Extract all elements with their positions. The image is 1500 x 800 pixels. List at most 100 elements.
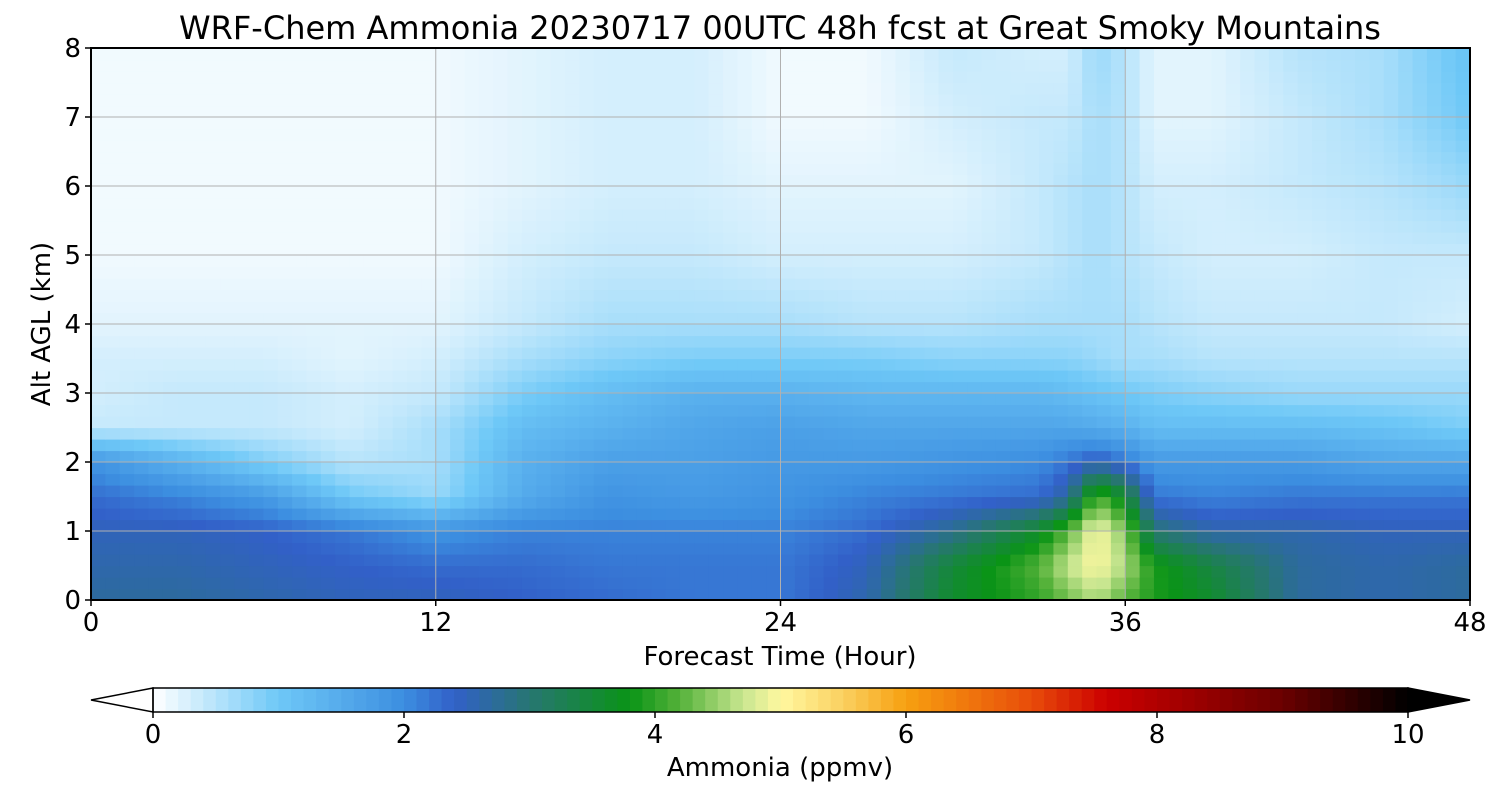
heatmap-cell [1240, 370, 1256, 383]
heatmap-cell [952, 577, 968, 590]
heatmap-cell [1412, 439, 1428, 452]
heatmap-cell [751, 439, 767, 452]
heatmap-cell [464, 255, 480, 268]
heatmap-cell [507, 197, 523, 210]
heatmap-cell [191, 71, 207, 84]
heatmap-cell [148, 312, 164, 325]
heatmap-cell [392, 519, 408, 532]
heatmap-cell [1383, 393, 1399, 406]
heatmap-cell [1082, 186, 1098, 199]
heatmap-cell [1168, 439, 1184, 452]
heatmap-cell [1010, 335, 1026, 348]
heatmap-cell [1240, 174, 1256, 187]
heatmap-cell [895, 404, 911, 417]
heatmap-cell [205, 128, 221, 141]
heatmap-cell [550, 324, 566, 337]
heatmap-cell [1225, 174, 1241, 187]
heatmap-cell [162, 71, 178, 84]
heatmap-cell [1297, 588, 1313, 601]
heatmap-cell [1326, 370, 1342, 383]
heatmap-cell [766, 59, 782, 72]
heatmap-cell [1168, 163, 1184, 176]
heatmap-cell [407, 71, 422, 84]
heatmap-cell [579, 565, 595, 578]
heatmap-cell [766, 577, 782, 590]
heatmap-cell [349, 255, 365, 268]
heatmap-cell [249, 163, 264, 176]
heatmap-cell [967, 416, 983, 429]
heatmap-cell [407, 220, 422, 233]
heatmap-cell [1096, 301, 1112, 314]
heatmap-cell [507, 427, 523, 440]
heatmap-cell [148, 324, 164, 337]
colorbar-segment [868, 688, 882, 712]
heatmap-cell [1110, 117, 1126, 130]
heatmap-cell [306, 450, 322, 463]
heatmap-cell [1082, 508, 1098, 521]
heatmap-cell [924, 439, 940, 452]
heatmap-cell [478, 197, 494, 210]
heatmap-cell [766, 565, 782, 578]
heatmap-cell [1383, 496, 1399, 509]
heatmap-cell [694, 48, 710, 61]
heatmap-cell [679, 531, 695, 544]
heatmap-cell [205, 94, 221, 107]
heatmap-cell [708, 94, 724, 107]
heatmap-cell [550, 255, 566, 268]
heatmap-cell [263, 485, 279, 498]
heatmap-cell [579, 82, 595, 95]
heatmap-cell [1326, 48, 1342, 61]
heatmap-cell [91, 128, 106, 141]
heatmap-cell [723, 255, 738, 268]
heatmap-cell [1326, 232, 1342, 245]
heatmap-cell [407, 289, 422, 302]
heatmap-cell [1211, 163, 1227, 176]
heatmap-cell [450, 450, 466, 463]
heatmap-cell [766, 439, 782, 452]
heatmap-cell [967, 94, 983, 107]
heatmap-cell [1139, 335, 1155, 348]
heatmap-cell [1225, 381, 1241, 394]
heatmap-cell [478, 473, 494, 486]
heatmap-cell [823, 324, 839, 337]
heatmap-cell [292, 105, 308, 118]
heatmap-cell [823, 427, 839, 440]
heatmap-cell [1369, 393, 1385, 406]
heatmap-cell [249, 289, 264, 302]
heatmap-cell [1211, 312, 1227, 325]
heatmap-cell [780, 565, 796, 578]
heatmap-cell [938, 197, 954, 210]
heatmap-cell [1197, 197, 1213, 210]
heatmap-cell [1110, 450, 1126, 463]
heatmap-cell [349, 496, 365, 509]
heatmap-cell [1283, 186, 1299, 199]
heatmap-cell [679, 174, 695, 187]
heatmap-cell [1168, 519, 1184, 532]
heatmap-cell [1297, 117, 1313, 130]
heatmap-cell [593, 71, 609, 84]
heatmap-cell [794, 347, 810, 360]
heatmap-cell [392, 232, 408, 245]
heatmap-cell [177, 531, 193, 544]
heatmap-cell [694, 140, 710, 153]
heatmap-cell [1297, 266, 1313, 279]
heatmap-cell [1211, 508, 1227, 521]
heatmap-cell [665, 117, 681, 130]
heatmap-cell [277, 312, 293, 325]
heatmap-cell [622, 82, 638, 95]
heatmap-cell [378, 48, 394, 61]
heatmap-cell [1268, 289, 1284, 302]
heatmap-cell [335, 163, 351, 176]
heatmap-cell [450, 243, 466, 256]
heatmap-cell [1240, 554, 1256, 567]
heatmap-cell [191, 450, 207, 463]
heatmap-cell [1110, 232, 1126, 245]
heatmap-cell [478, 243, 494, 256]
colorbar-segment [504, 688, 518, 712]
heatmap-cell [1383, 209, 1399, 222]
heatmap-cell [249, 59, 264, 72]
heatmap-cell [895, 473, 911, 486]
heatmap-cell [593, 370, 609, 383]
heatmap-cell [306, 220, 322, 233]
heatmap-cell [852, 266, 868, 279]
